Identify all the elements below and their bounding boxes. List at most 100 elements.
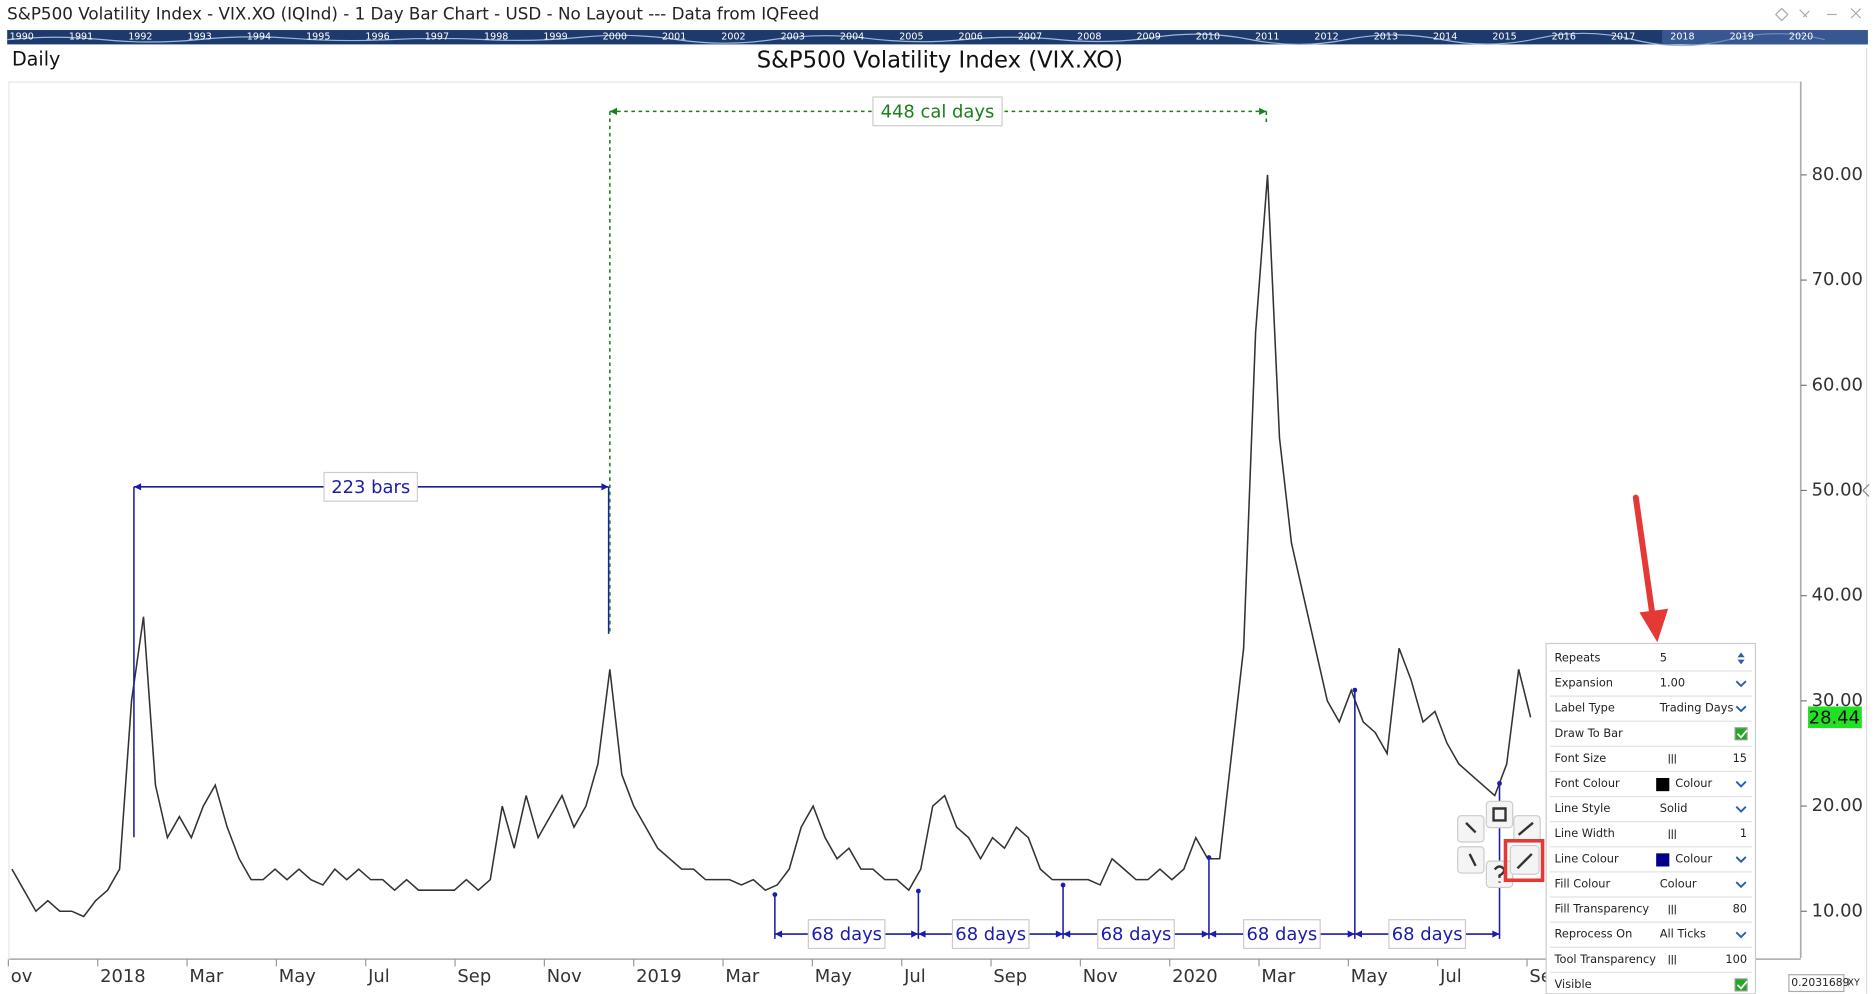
panel-row-value[interactable]: 1.00 xyxy=(1660,676,1685,690)
panel-row-value[interactable]: 100 xyxy=(1725,952,1747,966)
dropdown-chevron xyxy=(1735,680,1747,688)
ruler-label: 68 days xyxy=(1246,924,1317,945)
ruler-arrow xyxy=(133,483,142,491)
overview-window[interactable] xyxy=(1662,30,1868,45)
panel-row-value[interactable]: 5 xyxy=(1660,650,1667,664)
chart-title: S&P500 Volatility Index (VIX.XO) xyxy=(757,48,1123,74)
dropdown-chevron xyxy=(1735,856,1747,864)
panel-row-value[interactable]: 80 xyxy=(1733,902,1747,916)
properties-panel xyxy=(1545,642,1757,994)
panel-row-label: Line Width xyxy=(1555,826,1615,840)
arrow-head xyxy=(1639,608,1669,643)
overview-year: 2004 xyxy=(840,32,864,43)
panel-row-label: Label Type xyxy=(1555,701,1615,715)
ruler-arrow xyxy=(1055,930,1064,938)
x-tick-label: May xyxy=(1351,966,1388,987)
ruler-label-box xyxy=(872,96,1003,127)
close-button[interactable] xyxy=(1850,8,1862,19)
cursor-value: 0.2031689 xyxy=(1791,976,1849,989)
overview-year: 2016 xyxy=(1552,32,1576,43)
y-tick-label: 30.00 xyxy=(1812,690,1863,711)
overview-year: 1998 xyxy=(484,32,508,43)
ruler-anchor xyxy=(772,892,778,897)
window-buttons xyxy=(1774,7,1862,22)
y-tick-label: 40.00 xyxy=(1812,585,1863,606)
overview-year: 2001 xyxy=(662,32,686,43)
x-tick-label: Mar xyxy=(725,966,759,987)
dropdown-chevron xyxy=(1735,806,1747,813)
overview-strip[interactable] xyxy=(7,30,1868,45)
panel-row-value[interactable]: Colour xyxy=(1675,776,1712,790)
ruler-arrow xyxy=(1354,930,1363,938)
panel-row-label: Visible xyxy=(1555,977,1592,991)
panel-row-value[interactable]: Solid xyxy=(1660,801,1688,815)
panel-row-value[interactable]: 1 xyxy=(1740,826,1747,840)
panel-row-value[interactable]: All Ticks xyxy=(1660,927,1706,941)
x-tick-label: Jul xyxy=(903,966,926,987)
price-line xyxy=(11,174,1532,918)
y-tick-label: 50.00 xyxy=(1812,479,1863,500)
ruler-anchor xyxy=(1206,855,1212,860)
overview-year: 1997 xyxy=(425,32,449,43)
run-tool[interactable] xyxy=(1457,846,1485,874)
panel-row-label: Reprocess On xyxy=(1555,927,1633,941)
period-label: Daily xyxy=(12,47,60,70)
pin-button[interactable] xyxy=(1799,9,1810,18)
check-mark xyxy=(1736,980,1748,990)
last-price-label: 28.44 xyxy=(1809,707,1860,728)
panel-row-label: Draw To Bar xyxy=(1555,726,1624,740)
ruler-arrow xyxy=(1347,930,1355,938)
ruler-anchor xyxy=(1352,687,1358,693)
arrow-shaft xyxy=(1632,494,1656,619)
tool-glyphs xyxy=(1465,807,1534,870)
dropdown-chevron xyxy=(1735,881,1747,889)
overview-year: 1994 xyxy=(247,32,271,43)
ruler-arrow xyxy=(1063,930,1071,938)
slider-grip xyxy=(1668,954,1676,965)
y-tick-label: 70.00 xyxy=(1812,269,1863,290)
ruler-label: 68 days xyxy=(1392,924,1463,945)
overview-year: 2012 xyxy=(1314,32,1338,43)
ruler-label: 68 days xyxy=(955,924,1026,945)
panel-row-value[interactable]: 15 xyxy=(1733,751,1747,765)
ruler-arrow xyxy=(1492,930,1500,938)
ruler-label-box xyxy=(951,919,1030,950)
cursor-value-box xyxy=(1788,974,1845,993)
last-price-box xyxy=(1808,706,1862,729)
mode-label: XY xyxy=(1847,978,1860,989)
check-mark xyxy=(1736,729,1748,739)
overview-year: 2006 xyxy=(959,32,983,43)
overview-year: 2019 xyxy=(1730,32,1754,43)
panel-row-value[interactable]: Colour xyxy=(1675,851,1712,865)
title-bar xyxy=(0,0,1875,28)
float-button[interactable] xyxy=(1774,7,1789,22)
expand-button[interactable] xyxy=(1862,484,1870,497)
ruler-arrow xyxy=(911,930,919,938)
x-tick-label: Sep xyxy=(457,966,491,987)
overview-year: 2018 xyxy=(1670,32,1694,43)
dropdown-chevron xyxy=(1735,780,1747,788)
overview-year: 2011 xyxy=(1255,32,1279,43)
overview-year: 2015 xyxy=(1492,32,1516,43)
x-tick-label: Jul xyxy=(367,966,390,987)
checkbox[interactable] xyxy=(1734,978,1748,992)
y-tick-label: 60.00 xyxy=(1812,374,1863,395)
x-tick-label: Mar xyxy=(1261,966,1295,987)
panel-row-value[interactable]: Colour xyxy=(1660,876,1697,890)
ruler-anchor xyxy=(915,888,921,894)
overview-year: 2009 xyxy=(1136,32,1160,43)
ruler-anchor xyxy=(1497,781,1502,786)
dropdown-chevron xyxy=(1735,931,1747,939)
checkbox[interactable] xyxy=(1734,727,1748,741)
colour-swatch xyxy=(1656,778,1670,792)
x-tick-label: 2020 xyxy=(1172,966,1218,987)
ruler-label-box xyxy=(323,471,418,502)
ruler-arrow xyxy=(1201,930,1209,938)
ruler-label: 68 days xyxy=(811,924,882,945)
x-tick-label: Nov xyxy=(547,966,582,987)
panel-row-label: Tool Transparency xyxy=(1554,952,1657,966)
overview-year: 2000 xyxy=(603,32,627,43)
panel-row-value[interactable]: Trading Days xyxy=(1659,701,1734,715)
delete-tool[interactable] xyxy=(1485,800,1514,829)
overview-year: 1996 xyxy=(365,32,389,43)
